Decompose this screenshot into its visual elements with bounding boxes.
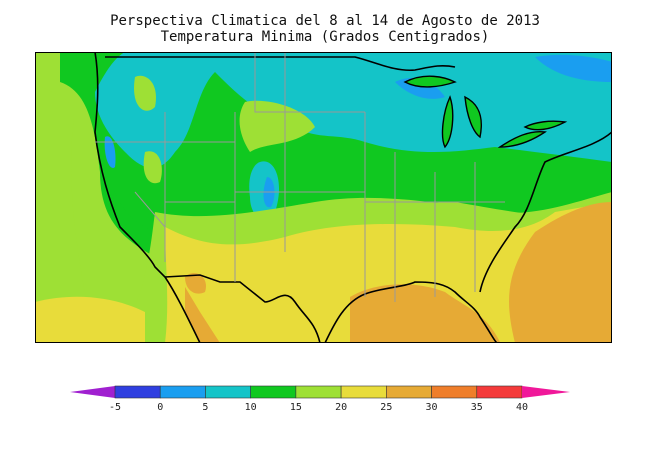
legend-tick-label: 20 — [335, 402, 348, 413]
legend-swatch — [386, 385, 432, 399]
legend-tick-label: 35 — [470, 402, 483, 413]
map-title: Perspectiva Climatica del 8 al 14 de Ago… — [110, 13, 540, 29]
color-legend — [70, 385, 570, 399]
legend-over-triangle — [522, 386, 570, 398]
legend-swatch — [431, 385, 478, 399]
legend-tick-label: 0 — [157, 402, 164, 413]
yellow-zone — [165, 202, 612, 343]
map-subtitle: Temperatura Minima (Grados Centigrados) — [160, 29, 490, 45]
legend-swatch — [159, 385, 206, 399]
legend-tick-label: 30 — [425, 402, 438, 413]
legend-swatch — [114, 385, 161, 399]
legend-tick-label: -5 — [108, 402, 122, 413]
gulf-warm-zone — [350, 284, 500, 343]
great-lakes — [403, 75, 568, 149]
legend-swatch — [250, 385, 297, 399]
cyan-zone — [95, 52, 612, 168]
legend-swatch — [340, 385, 387, 399]
legend-swatch — [205, 385, 251, 399]
map-frame — [35, 52, 612, 343]
legend-tick-label: 10 — [244, 402, 257, 413]
legend-tick-label: 25 — [380, 402, 393, 413]
legend-tick-label: 40 — [515, 402, 529, 413]
coastline — [94, 52, 612, 343]
temperature-map — [35, 52, 612, 343]
legend-swatch — [295, 385, 342, 399]
legend-tick-label: 5 — [202, 402, 209, 413]
legend-swatch — [476, 385, 523, 399]
legend-tick-label: 15 — [289, 402, 302, 413]
state-borders — [95, 52, 505, 302]
atlantic-warm-zone — [509, 202, 612, 343]
legend-under-triangle — [70, 386, 115, 398]
